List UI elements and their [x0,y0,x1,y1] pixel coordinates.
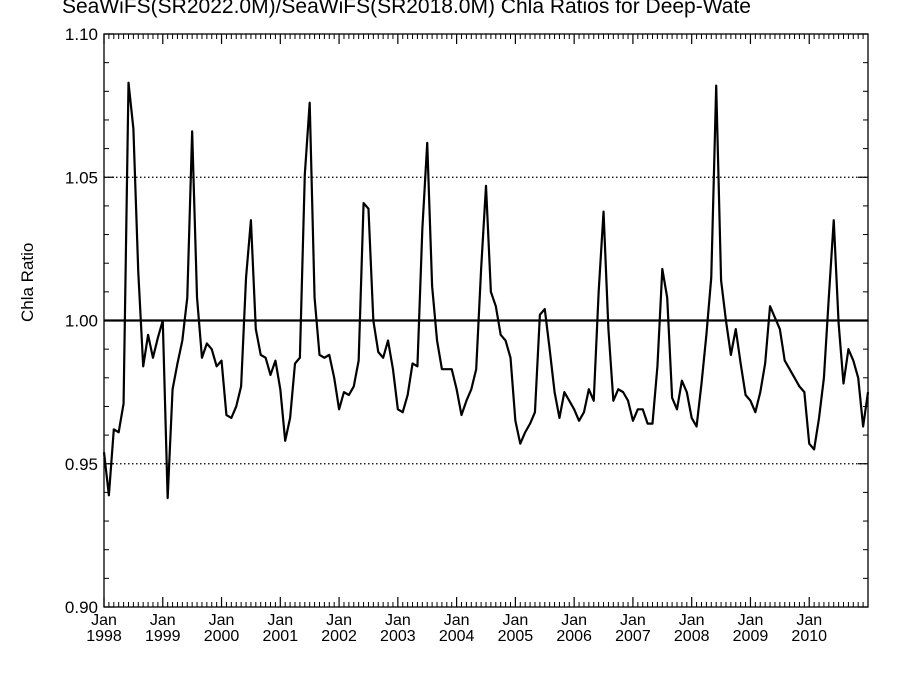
x-tick-month-label: Jan [502,612,528,629]
x-tick-year-label: 2004 [439,628,475,645]
x-tick-year-label: 2009 [733,628,769,645]
x-tick-month-label: Jan [561,612,587,629]
series-layer [102,81,870,500]
x-tick-month-label: Jan [620,612,646,629]
x-tick-month-label: Jan [209,612,235,629]
x-tick-year-label: 2000 [204,628,240,645]
x-tick-year-label: 2008 [674,628,710,645]
x-tick-month-label: Jan [91,612,117,629]
x-tick-month-label: Jan [796,612,822,629]
x-tick-month-label: Jan [385,612,411,629]
y-tick-label: 0.90 [65,598,98,617]
y-tick-label: 1.10 [65,25,98,44]
y-tick-label: 1.00 [65,312,98,331]
x-tick-year-label: 1998 [86,628,122,645]
plot-frame [103,33,869,608]
x-tick-year-label: 2003 [380,628,416,645]
x-tick-month-label: Jan [738,612,764,629]
x-tick-month-label: Jan [326,612,352,629]
x-tick-year-label: 2007 [615,628,651,645]
x-tick-year-label: 2006 [556,628,592,645]
x-tick-month-label: Jan [444,612,470,629]
axes: 0.900.951.001.051.10Jan1998Jan1999Jan200… [65,25,868,645]
x-tick-year-label: 2010 [791,628,827,645]
x-tick-month-label: Jan [150,612,176,629]
x-tick-year-label: 1999 [145,628,181,645]
x-tick-year-label: 2005 [498,628,534,645]
y-tick-label: 1.05 [65,168,98,187]
series-line-0 [102,81,870,500]
x-tick-year-label: 2001 [263,628,299,645]
x-tick-month-label: Jan [679,612,705,629]
x-tick-month-label: Jan [267,612,293,629]
y-tick-label: 0.95 [65,455,98,474]
reference-lines [104,176,868,465]
x-tick-year-label: 2002 [321,628,357,645]
chart-title: SeaWiFS(SR2022.0M)/SeaWiFS(SR2018.0M) Ch… [62,0,751,18]
